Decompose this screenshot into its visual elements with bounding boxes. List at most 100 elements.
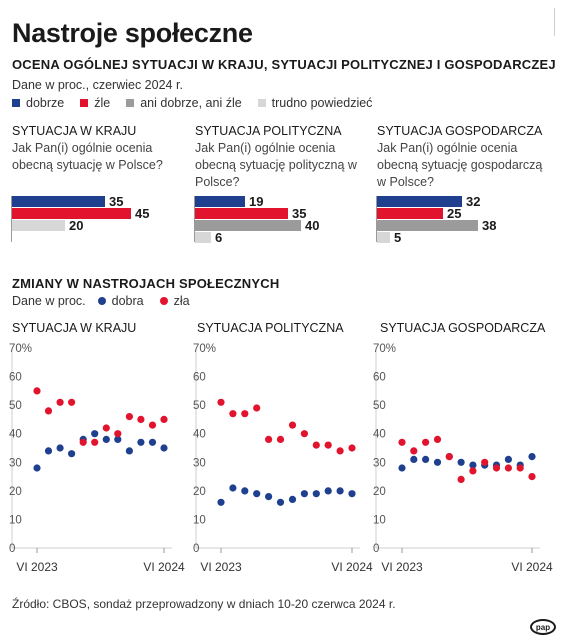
- point-dobra: [265, 493, 273, 501]
- point-dobra: [457, 458, 465, 466]
- bar-value-label: 20: [69, 218, 84, 233]
- point-zła: [160, 415, 168, 423]
- trend-chart-title-gospodarcza: SYTUACJA GOSPODARCZA: [380, 321, 546, 335]
- section-title: ZMIANY W NASTROJACH SPOŁECZNYCH: [12, 276, 280, 291]
- page-title: Nastroje społeczne: [12, 18, 253, 48]
- point-dobra: [44, 447, 53, 455]
- point-zła: [324, 441, 332, 449]
- line-legend: Dane w proc. dobra zła: [12, 294, 206, 308]
- point-dobra: [137, 438, 145, 446]
- bar-value-label: 40: [305, 218, 320, 233]
- y-tick-label: 50: [9, 400, 22, 412]
- legend-swatch: [126, 99, 135, 107]
- bar-ani dobrze, ani źle: [195, 220, 301, 231]
- point-zła: [33, 387, 41, 395]
- point-zła: [229, 410, 237, 418]
- bar-chart-question-polityczna: Jak Pan(i) ogólnie ocenia obecną sytuacj…: [195, 141, 357, 189]
- y-tick-label: 30: [9, 457, 22, 469]
- point-dobra: [148, 438, 157, 446]
- y-tick-label: 40: [373, 429, 386, 441]
- point-zła: [241, 410, 249, 418]
- point-dobra: [433, 458, 442, 466]
- y-tick-label: 10: [373, 514, 386, 526]
- y-tick-label: 0: [9, 543, 15, 555]
- point-dobra: [410, 455, 418, 463]
- bar-value-label: 32: [466, 194, 481, 209]
- point-zła: [410, 447, 418, 455]
- point-zła: [217, 398, 225, 406]
- bar-chart-kraj: 35 45 20: [11, 194, 161, 242]
- point-dobra: [114, 435, 122, 443]
- point-zła: [148, 421, 157, 429]
- legend-label: dobrze: [26, 96, 65, 110]
- point-zła: [44, 407, 53, 415]
- bar-legend: dobrze źle ani dobrze, ani źle trudno po…: [12, 96, 388, 110]
- point-zła: [336, 447, 344, 455]
- bar-trudno powiedzieć: [377, 232, 390, 243]
- bar-chart-polityczna: 19 35 40 6: [194, 194, 344, 244]
- bar-value-label: 35: [109, 194, 124, 209]
- point-dobra: [91, 430, 99, 438]
- point-dobra: [504, 455, 512, 463]
- point-zła: [68, 398, 76, 406]
- bar-źle: [377, 208, 443, 219]
- point-zła: [481, 458, 489, 466]
- point-zła: [102, 424, 110, 432]
- point-dobra: [348, 490, 356, 498]
- bar-dobrze: [12, 196, 105, 207]
- point-zła: [348, 444, 356, 452]
- legend-dot: [159, 297, 168, 305]
- point-dobra: [422, 455, 430, 463]
- point-zła: [253, 404, 261, 412]
- point-dobra: [276, 498, 285, 506]
- point-dobra: [469, 461, 477, 469]
- y-tick-label: 70%: [373, 343, 396, 355]
- bar-trudno powiedzieć: [12, 220, 65, 231]
- x-tick-label: VI 2024: [331, 560, 373, 574]
- bar-value-label: 5: [394, 230, 402, 245]
- point-zła: [492, 464, 501, 472]
- x-tick-label: VI 2023: [200, 560, 242, 574]
- point-zła: [276, 435, 285, 443]
- y-tick-label: 70%: [9, 343, 32, 355]
- x-tick-label: VI 2023: [16, 560, 58, 574]
- point-zła: [433, 435, 442, 443]
- point-zła: [422, 438, 430, 446]
- legend-label: dobra: [111, 294, 144, 308]
- point-dobra: [336, 487, 344, 495]
- y-tick-label: 10: [9, 514, 22, 526]
- point-dobra: [56, 444, 64, 452]
- point-dobra: [398, 464, 406, 472]
- legend-label: trudno powiedzieć: [271, 96, 373, 110]
- point-dobra: [312, 490, 320, 498]
- y-tick-label: 10: [193, 514, 206, 526]
- y-tick-label: 40: [9, 429, 22, 441]
- y-tick-label: 20: [193, 486, 206, 498]
- x-tick-label: VI 2023: [381, 560, 423, 574]
- point-zła: [265, 435, 273, 443]
- point-zła: [125, 413, 133, 421]
- point-zła: [398, 438, 406, 446]
- y-tick-label: 0: [193, 543, 199, 555]
- legend-label: ani dobrze, ani źle: [140, 96, 242, 110]
- x-tick-label: VI 2024: [511, 560, 553, 574]
- bar-chart-title-polityczna: SYTUACJA POLITYCZNA: [195, 124, 342, 138]
- point-zła: [528, 473, 536, 481]
- bar-ani dobrze, ani źle: [377, 220, 478, 231]
- y-tick-label: 0: [373, 543, 379, 555]
- bar-axis: [194, 196, 195, 242]
- y-tick-label: 70%: [193, 343, 216, 355]
- corner-rule: [554, 8, 555, 36]
- point-zła: [504, 464, 512, 472]
- bar-źle: [12, 208, 131, 219]
- point-dobra: [528, 453, 536, 461]
- data-note: Dane w proc., czerwiec 2024 r.: [12, 78, 183, 92]
- point-zła: [469, 467, 477, 475]
- bar-chart-gospodarcza: 32 25 38 5: [376, 194, 526, 245]
- legend-swatch: [257, 99, 266, 107]
- bar-dobrze: [195, 196, 245, 207]
- bar-value-label: 19: [249, 194, 264, 209]
- y-tick-label: 60: [9, 372, 22, 384]
- point-dobra: [241, 487, 249, 495]
